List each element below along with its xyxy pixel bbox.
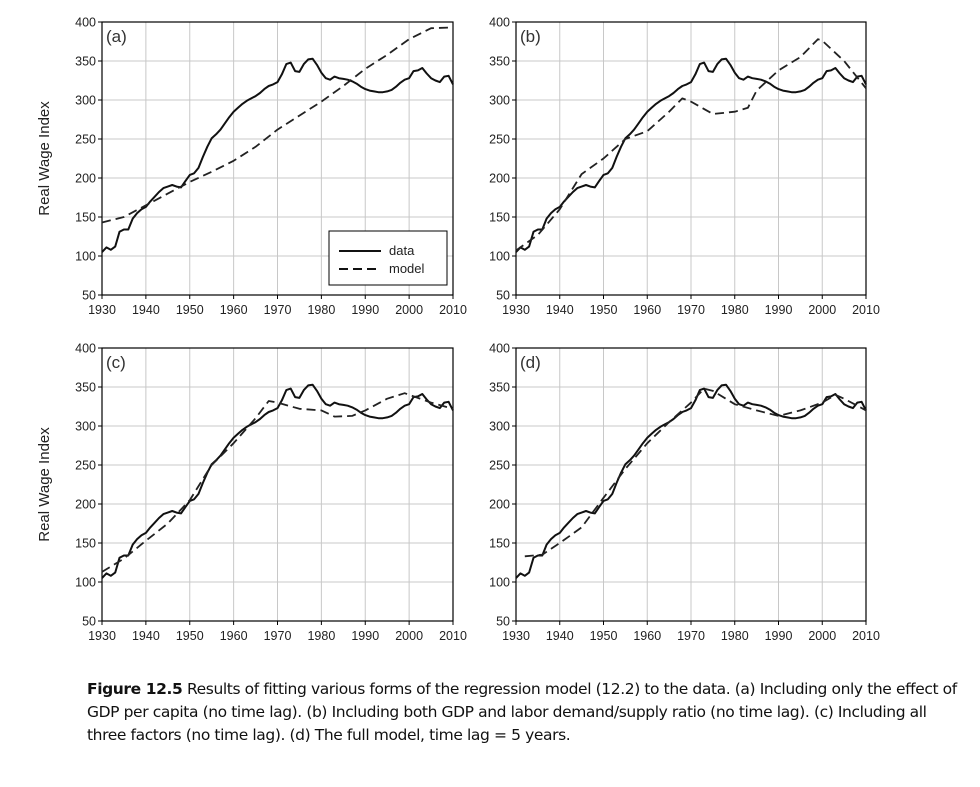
y-tick-label: 250: [75, 459, 96, 473]
x-tick-label: 2000: [395, 303, 423, 317]
y-tick-label: 200: [489, 172, 510, 186]
x-tick-label: 2000: [808, 629, 836, 643]
y-tick-label: 150: [489, 211, 510, 225]
y-tick-label: 250: [489, 133, 510, 147]
x-tick-label: 1940: [546, 629, 574, 643]
y-tick-label: 100: [75, 576, 96, 590]
legend-data-label: data: [389, 243, 415, 258]
x-tick-label: 1980: [307, 303, 335, 317]
x-tick-label: 1990: [351, 303, 379, 317]
x-tick-label: 1970: [677, 629, 705, 643]
data-series-line: [101, 57, 454, 253]
x-tick-label: 1950: [590, 629, 618, 643]
x-tick-label: 1940: [132, 629, 160, 643]
y-tick-label: 300: [489, 94, 510, 108]
y-tick-label: 200: [75, 172, 96, 186]
data-series-line: [101, 383, 454, 579]
panel-label: (b): [520, 27, 541, 46]
y-tick-label: 200: [75, 498, 96, 512]
x-tick-label: 1930: [88, 303, 116, 317]
y-tick-label: 50: [496, 615, 510, 629]
x-tick-label: 2010: [852, 629, 880, 643]
legend: data model: [328, 230, 448, 286]
x-tick-label: 1960: [220, 629, 248, 643]
model-series-line: [524, 387, 867, 558]
panel-c: 1930 1940 1950 1960 1970 1980 1990 2000 2010 50 10…: [36, 342, 467, 644]
x-tick-label: 1960: [633, 303, 661, 317]
model-series-line: [101, 392, 454, 573]
x-tick-label: 1960: [633, 629, 661, 643]
y-tick-label: 400: [75, 342, 96, 356]
x-tick-label: 2000: [395, 629, 423, 643]
caption-text: Results of fitting various forms of the …: [87, 680, 957, 744]
y-tick-label: 50: [82, 289, 96, 303]
x-tick-label: 1950: [590, 303, 618, 317]
y-tick-label: 250: [489, 459, 510, 473]
x-tick-label: 1930: [502, 303, 530, 317]
y-axis-label: Real Wage Index: [36, 101, 53, 216]
y-axis-label: Real Wage Index: [36, 427, 53, 542]
x-tick-label: 2010: [439, 303, 467, 317]
panel-label: (a): [106, 27, 127, 46]
y-tick-label: 350: [489, 55, 510, 69]
x-tick-label: 1970: [677, 303, 705, 317]
y-tick-label: 50: [82, 615, 96, 629]
panel-b: 1930 1940 1950 1960 1970 1980 1990 2000 2010 50 10…: [489, 16, 880, 318]
y-tick-label: 350: [489, 381, 510, 395]
x-tick-label: 1980: [721, 303, 749, 317]
y-tick-label: 250: [75, 133, 96, 147]
plot-frame: [515, 347, 867, 622]
x-tick-label: 1970: [264, 629, 292, 643]
y-tick-label: 300: [489, 420, 510, 434]
x-tick-label: 1980: [307, 629, 335, 643]
x-tick-label: 1940: [132, 303, 160, 317]
x-tick-label: 1970: [264, 303, 292, 317]
y-tick-label: 350: [75, 381, 96, 395]
x-tick-label: 1990: [351, 629, 379, 643]
y-tick-label: 150: [75, 537, 96, 551]
data-series-line: [515, 383, 867, 579]
y-tick-label: 100: [75, 250, 96, 264]
y-tick-label: 150: [489, 537, 510, 551]
x-tick-label: 1950: [176, 629, 204, 643]
x-tick-label: 1990: [765, 303, 793, 317]
x-tick-label: 2010: [852, 303, 880, 317]
x-tick-label: 1990: [765, 629, 793, 643]
x-tick-label: 1980: [721, 629, 749, 643]
legend-model-label: model: [389, 261, 425, 276]
x-tick-label: 1940: [546, 303, 574, 317]
data-series-line: [515, 57, 867, 253]
caption-label: Figure 12.5: [87, 680, 183, 698]
plot-frame: [101, 347, 454, 622]
y-tick-label: 150: [75, 211, 96, 225]
panel-label: (d): [520, 353, 541, 372]
x-tick-label: 2010: [439, 629, 467, 643]
y-tick-label: 100: [489, 576, 510, 590]
y-tick-label: 400: [489, 342, 510, 356]
x-tick-label: 2000: [808, 303, 836, 317]
figure-caption: Figure 12.5 Results of fitting various f…: [87, 678, 967, 747]
model-series-line: [101, 26, 454, 224]
panel-d: 1930 1940 1950 1960 1970 1980 1990 2000 2010 50 10…: [489, 342, 880, 644]
plot-frame: [515, 21, 867, 296]
x-tick-label: 1930: [88, 629, 116, 643]
panel-label: (c): [106, 353, 126, 372]
y-tick-label: 50: [496, 289, 510, 303]
x-tick-label: 1950: [176, 303, 204, 317]
plot-frame: [101, 21, 454, 296]
y-tick-label: 200: [489, 498, 510, 512]
model-series-line: [515, 38, 867, 252]
figure-panels: 1930 1940 1950 1960 1970 1980 1990 2000 2010 50 10…: [36, 16, 880, 644]
y-tick-label: 100: [489, 250, 510, 264]
y-tick-label: 350: [75, 55, 96, 69]
y-tick-label: 300: [75, 420, 96, 434]
y-tick-label: 400: [489, 16, 510, 30]
y-tick-label: 400: [75, 16, 96, 30]
y-tick-label: 300: [75, 94, 96, 108]
x-tick-label: 1930: [502, 629, 530, 643]
x-tick-label: 1960: [220, 303, 248, 317]
panel-a: 1930 1940 1950 1960 1970 1980 1990 2000 2010 50 10…: [36, 16, 467, 318]
legend-box: [328, 230, 448, 286]
